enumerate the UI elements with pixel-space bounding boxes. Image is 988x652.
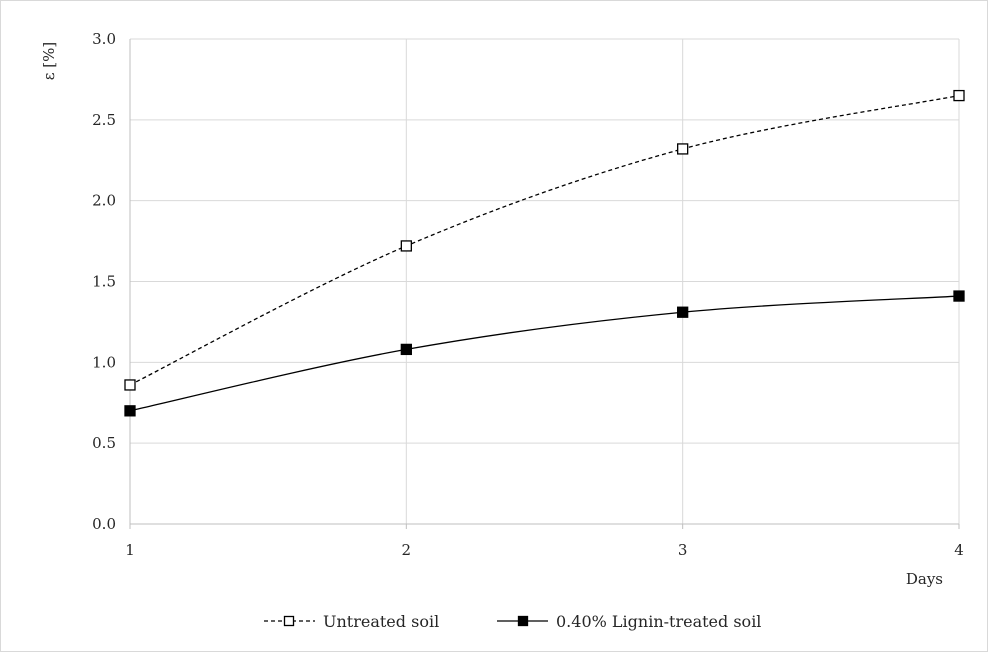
- series-line-untreated: [129, 94, 960, 386]
- y-axis-label: ε [%]: [40, 42, 58, 81]
- data-point-lignin: [124, 405, 136, 417]
- data-point-untreated: [677, 143, 689, 155]
- y-tick-label: 1.5: [92, 273, 116, 291]
- x-tick-label: 1: [125, 541, 135, 559]
- labels: ε [%] Days: [40, 42, 943, 588]
- legend-marker-lignin: [517, 615, 529, 627]
- series-line-lignin: [129, 295, 960, 412]
- legend-marker-untreated: [283, 615, 295, 627]
- data-point-untreated: [124, 379, 136, 391]
- markers: [124, 89, 965, 417]
- y-tick-label: 0.0: [92, 515, 116, 533]
- legend-item-lignin: 0.40% Lignin-treated soil: [497, 612, 761, 631]
- y-tick-label: 3.0: [92, 30, 116, 48]
- grid-lines: [130, 38, 960, 524]
- data-point-lignin: [953, 290, 965, 302]
- series: [129, 94, 960, 412]
- data-point-untreated: [953, 89, 965, 102]
- x-tick-label: 3: [678, 541, 688, 559]
- data-point-lignin: [400, 343, 412, 356]
- x-tick-label: 4: [954, 541, 964, 559]
- y-tick-label: 2.0: [92, 192, 116, 210]
- x-axis-label: Days: [906, 570, 943, 588]
- axes: 0.0 0.5 1.0 1.5 2.0 2.5 3.0 1 2 3 4: [92, 30, 964, 559]
- data-point-lignin: [677, 306, 689, 318]
- data-point-untreated: [400, 240, 412, 252]
- legend-label-untreated: Untreated soil: [323, 612, 439, 631]
- legend-label-lignin: 0.40% Lignin-treated soil: [556, 612, 761, 631]
- y-tick-label: 0.5: [92, 434, 116, 452]
- y-tick-label: 2.5: [92, 111, 116, 129]
- y-tick-label: 1.0: [92, 353, 116, 371]
- legend: Untreated soil 0.40% Lignin-treated soil: [264, 612, 761, 631]
- x-tick-label: 2: [402, 541, 412, 559]
- legend-item-untreated: Untreated soil: [264, 612, 439, 631]
